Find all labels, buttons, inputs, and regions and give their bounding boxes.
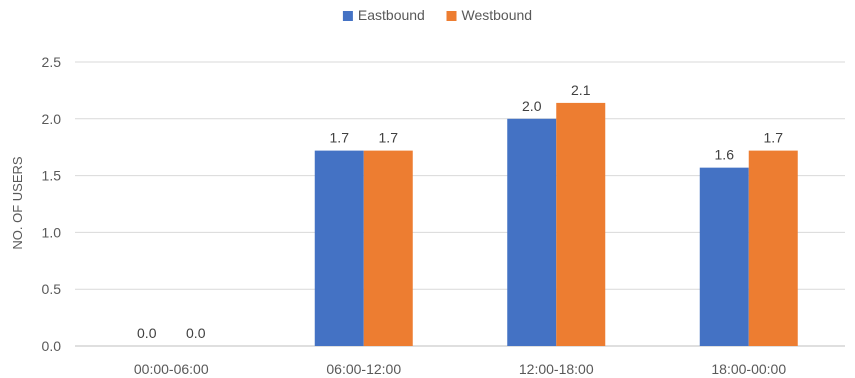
- y-tick-label: 1.5: [42, 168, 62, 184]
- bar-westbound-12-00-18-00: [556, 102, 606, 346]
- legend-swatch-eastbound: [342, 11, 353, 21]
- x-tick-label: 12:00-18:00: [519, 361, 594, 377]
- data-label-westbound-00-00-06-00: 0.0: [186, 325, 206, 341]
- legend-item-westbound: Westbound: [446, 7, 533, 23]
- x-axis-ticks: 00:00-06:00 06:00-12:00 12:00-18:00 18:00-0…: [134, 361, 786, 377]
- bar-eastbound-06-00-12-00: [314, 150, 364, 346]
- legend-swatch-westbound: [446, 11, 457, 21]
- data-label-eastbound-06-00-12-00: 1.7: [330, 130, 350, 146]
- legend-item-eastbound: Eastbound: [342, 7, 425, 23]
- bars: [314, 102, 798, 346]
- legend-label-eastbound: Eastbound: [358, 7, 425, 23]
- y-axis-title: NO. OF USERS: [10, 156, 25, 250]
- x-tick-label: 06:00-12:00: [326, 361, 401, 377]
- y-tick-label: 2.0: [42, 111, 62, 127]
- bar-westbound-18-00-00-00: [748, 150, 798, 346]
- x-tick-label: 00:00-06:00: [134, 361, 209, 377]
- data-label-westbound-06-00-12-00: 1.7: [379, 130, 399, 146]
- data-labels: 0.0 0.0 1.7 1.7 2.0 2.1 1.6 1.7: [137, 82, 783, 341]
- legend: Eastbound Westbound: [342, 7, 533, 23]
- data-label-eastbound-00-00-06-00: 0.0: [137, 325, 157, 341]
- y-tick-label: 1.0: [42, 224, 62, 240]
- bar-eastbound-12-00-18-00: [507, 118, 557, 346]
- y-tick-label: 0.0: [42, 338, 62, 354]
- y-tick-label: 0.5: [42, 281, 62, 297]
- bar-westbound-06-00-12-00: [363, 150, 413, 346]
- data-label-eastbound-18-00-00-00: 1.6: [715, 147, 735, 163]
- y-tick-label: 2.5: [42, 54, 62, 70]
- x-tick-label: 18:00-00:00: [711, 361, 786, 377]
- data-label-westbound-12-00-18-00: 2.1: [571, 82, 591, 98]
- legend-label-westbound: Westbound: [462, 7, 533, 23]
- data-label-eastbound-12-00-18-00: 2.0: [522, 98, 542, 114]
- bar-eastbound-18-00-00-00: [699, 167, 749, 346]
- data-label-westbound-18-00-00-00: 1.7: [764, 130, 784, 146]
- y-axis-ticks: 0.0 0.5 1.0 1.5 2.0 2.5: [42, 54, 62, 354]
